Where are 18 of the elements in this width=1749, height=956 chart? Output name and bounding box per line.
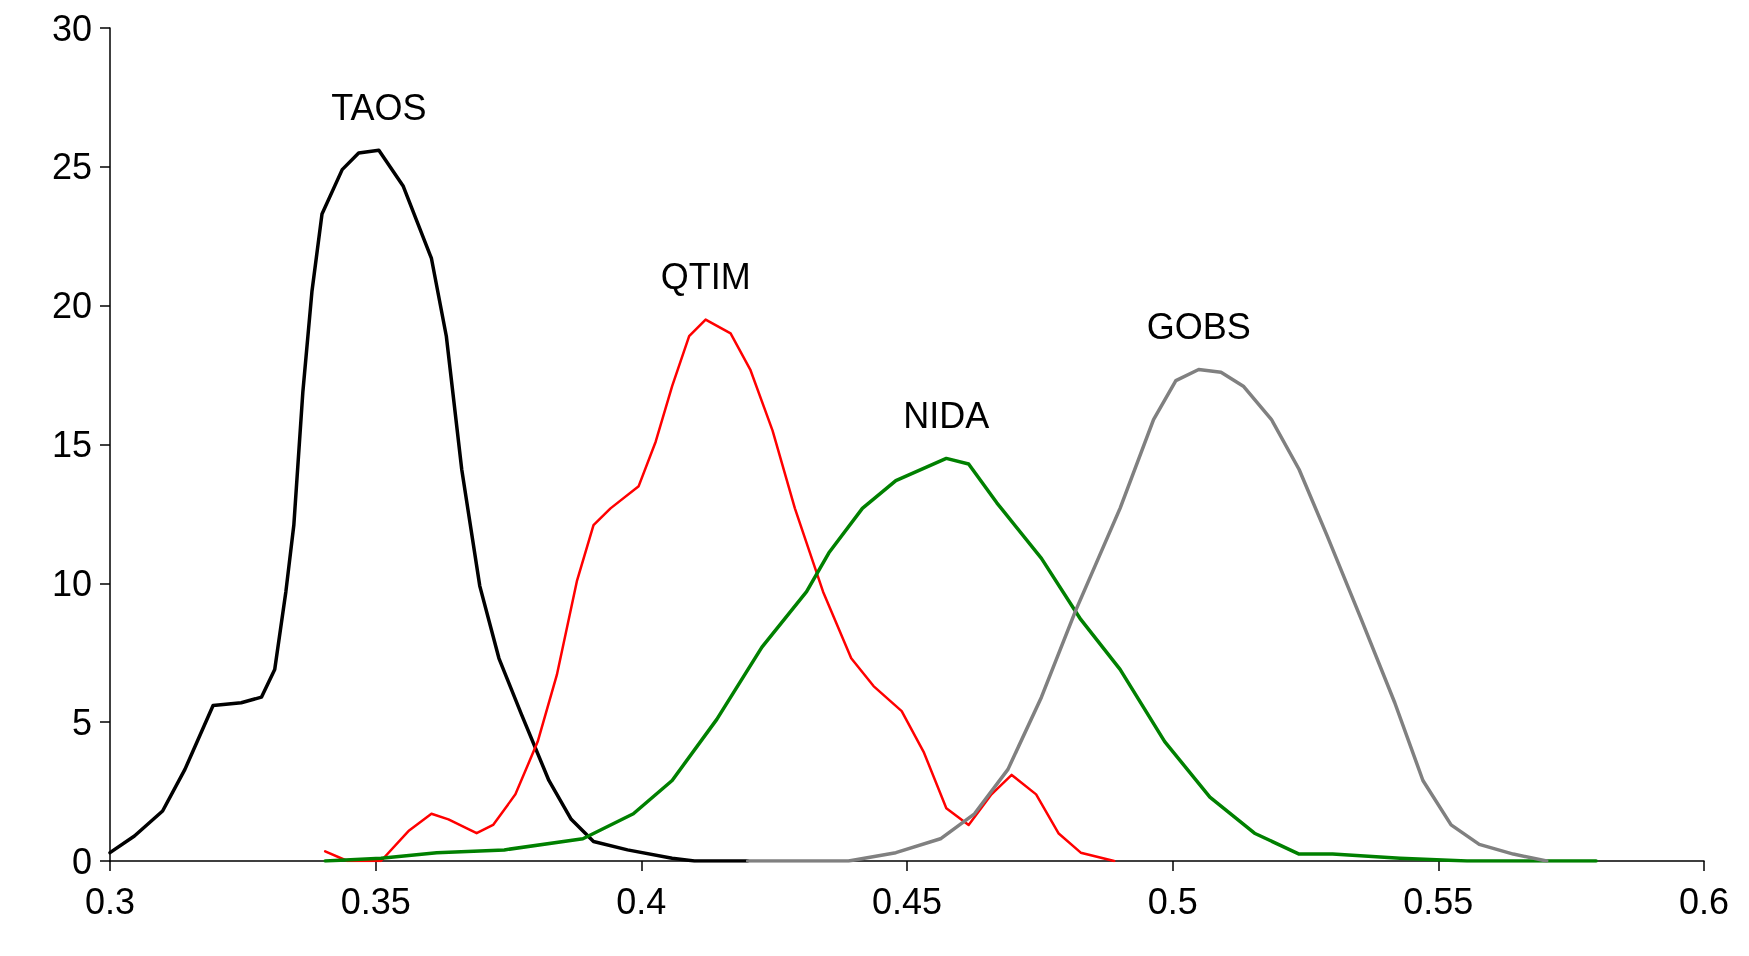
x-tick-label: 0.5 [1147,880,1198,922]
x-tick-label: 0.45 [871,880,943,922]
x-tick-label: 0.35 [340,880,411,922]
y-tick-label: 30 [51,7,92,49]
y-tick-label: 20 [51,285,92,327]
y-tick-label: 0 [71,840,92,882]
series-label: NIDA [903,394,990,436]
series-label: TAOS [331,86,427,128]
x-tick-label: 0.6 [1678,880,1730,922]
y-tick-label: 25 [51,146,92,188]
x-tick-label: 0.3 [84,880,136,922]
y-tick-label: 10 [51,562,92,604]
y-tick-label: 15 [51,424,92,465]
series-label: QTIM [660,256,751,298]
y-tick-label: 5 [71,701,92,743]
x-tick-label: 0.4 [616,880,667,922]
series-label: GOBS [1146,306,1251,348]
x-tick-label: 0.55 [1403,880,1474,922]
